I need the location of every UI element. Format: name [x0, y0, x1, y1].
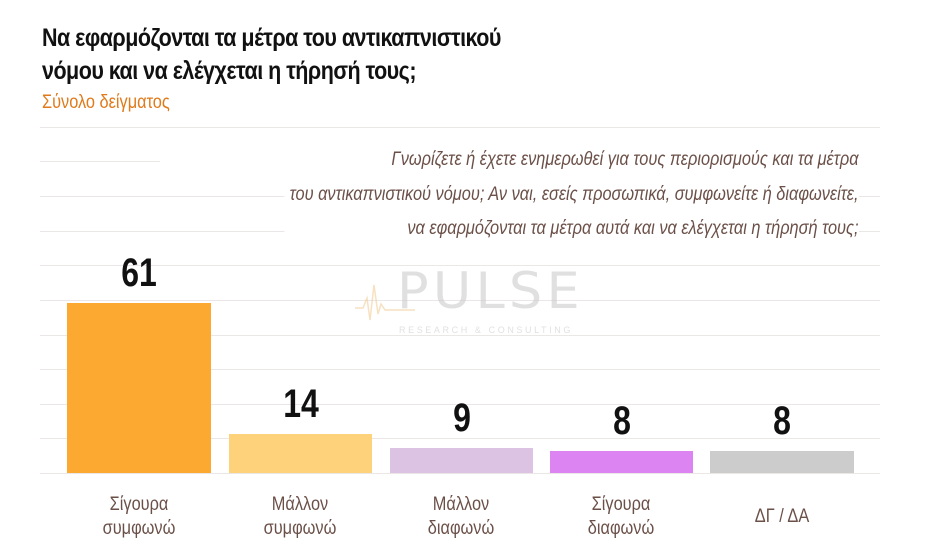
chart-title-line2: νόμου και να ελέγχεται η τήρησή τους; [42, 57, 417, 85]
gridline [40, 300, 880, 301]
gridline [40, 265, 880, 266]
category-label-line2: συμφωνώ [102, 518, 176, 539]
gridline [40, 369, 880, 370]
question-line1: Γνωρίζετε ή έχετε ενημερωθεί για τους πε… [284, 143, 859, 178]
bar-value-label: 9 [453, 396, 471, 440]
category-label: Σίγουρα διαφωνώ [552, 493, 690, 541]
question-text: Γνωρίζετε ή έχετε ενημερωθεί για τους πε… [284, 143, 859, 247]
gridline [40, 127, 880, 128]
gridline [40, 335, 880, 336]
watermark-name: PULSE [397, 262, 584, 320]
category-label-line2: διαφωνώ [587, 518, 655, 539]
watermark-tagline: RESEARCH & CONSULTING [399, 325, 573, 335]
category-label-line2: διαφωνώ [427, 518, 495, 539]
category-label-line2: συμφωνώ [263, 518, 337, 539]
category-label: ΔΓ / ΔΑ [713, 505, 851, 529]
chart-subtitle: Σύνολο δείγματος [42, 92, 170, 113]
question-line2: του αντικαπνιστικού νόμου; Αν ναι, εσείς… [284, 177, 859, 212]
bar-value-label: 8 [613, 399, 631, 443]
bar-sigoura-symfono [67, 303, 211, 473]
pulse-wave-icon [355, 284, 415, 321]
chart-title-line1: Να εφαρμόζονται τα μέτρα του αντικαπνιστ… [42, 24, 501, 52]
category-label: Μάλλον διαφωνώ [392, 493, 530, 541]
bar-sigoura-diafono [550, 451, 693, 473]
bar-mallon-diafono [390, 448, 533, 473]
category-label-line1: Μάλλον [432, 494, 490, 515]
pulse-watermark-logo: PULSE RESEARCH & CONSULTING [355, 262, 580, 342]
gridline [40, 161, 160, 162]
category-label-line1: Μάλλον [271, 494, 329, 515]
bar-mallon-symfono [229, 434, 372, 473]
bar-value-label: 61 [121, 251, 157, 295]
category-label-line1: ΔΓ / ΔΑ [754, 506, 810, 527]
chart-title: Να εφαρμόζονται τα μέτρα του αντικαπνιστ… [42, 22, 592, 88]
bar-value-label: 14 [283, 382, 319, 426]
question-line3: να εφαρμόζονται τα μέτρα αυτά και να ελέ… [284, 212, 859, 247]
category-label-line1: Σίγουρα [109, 494, 169, 515]
gridline [40, 404, 880, 405]
category-label: Σίγουρα συμφωνώ [70, 493, 208, 541]
gridline-baseline [40, 473, 880, 474]
bar-dg-da [710, 451, 854, 473]
gridline [40, 438, 880, 439]
category-label: Μάλλον συμφωνώ [231, 493, 369, 541]
bar-value-label: 8 [773, 399, 791, 443]
category-label-line1: Σίγουρα [591, 494, 651, 515]
